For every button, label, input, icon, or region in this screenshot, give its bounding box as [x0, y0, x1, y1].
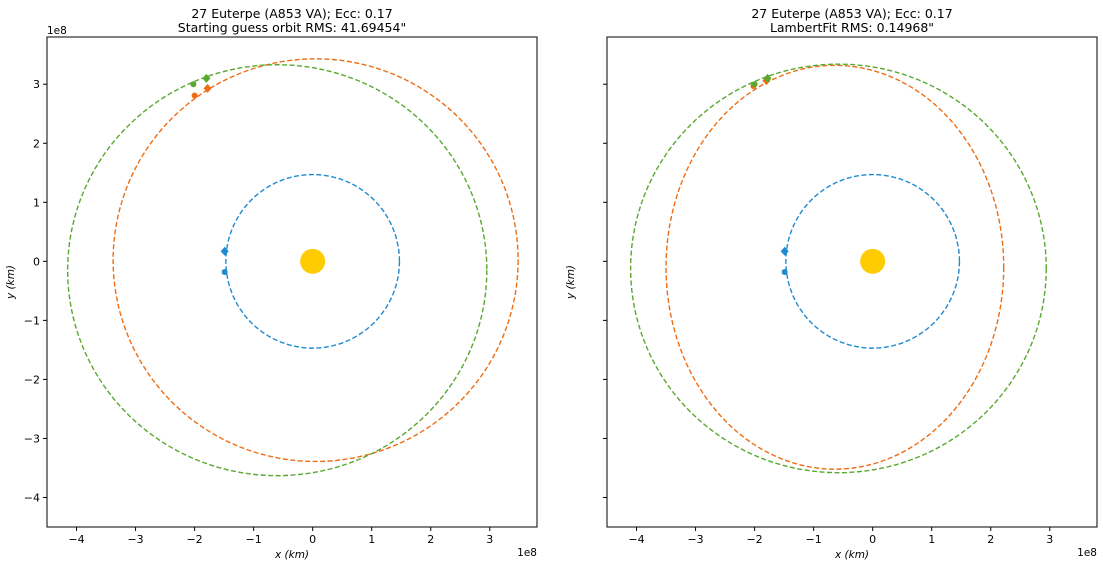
position-marker-diamond-3 [203, 83, 212, 93]
x-tick-label: −4 [68, 533, 84, 546]
x-tick-label: 0 [869, 533, 876, 546]
y-tick-label: −2 [24, 373, 40, 386]
y-tick-label: −3 [24, 432, 40, 445]
x-offset-label: 1e8 [1077, 547, 1097, 559]
x-tick-label: 3 [486, 533, 493, 546]
x-tick-label: 3 [1046, 533, 1053, 546]
position-marker-diamond-1 [220, 246, 229, 256]
chart-subtitle: LambertFit RMS: 0.14968" [770, 20, 934, 35]
orbit-path-2 [665, 64, 1005, 470]
axes-frame [46, 36, 538, 528]
chart-title: 27 Euterpe (A853 VA); Ecc: 0.17 [751, 6, 952, 21]
x-tick-label: −2 [746, 533, 762, 546]
chart-title: 27 Euterpe (A853 VA); Ecc: 0.17 [191, 6, 392, 21]
y-tick-label: 3 [33, 78, 40, 91]
chart-panel-2: 27 Euterpe (A853 VA); Ecc: 0.17LambertFi… [565, 6, 1098, 561]
x-tick-label: −4 [628, 533, 644, 546]
x-tick-label: −3 [687, 533, 703, 546]
orbit-path-1 [225, 173, 401, 349]
x-tick-label: −2 [186, 533, 202, 546]
orbit-path-3 [629, 63, 1047, 474]
x-tick-label: 1 [928, 533, 935, 546]
y-tick-label: 2 [33, 137, 40, 150]
position-marker-diamond-5 [202, 73, 211, 83]
x-axis-label: x (km) [274, 549, 309, 561]
x-tick-label: 0 [309, 533, 316, 546]
x-tick-label: 1 [368, 533, 375, 546]
position-marker-dot-2 [781, 268, 788, 275]
orbit-path-3 [66, 64, 488, 477]
y-axis-label: y (km) [565, 265, 577, 300]
chart-panel-1: 27 Euterpe (A853 VA); Ecc: 0.17Starting … [5, 6, 538, 561]
x-tick-label: −3 [127, 533, 143, 546]
sun-marker [300, 248, 326, 274]
sun-marker [860, 248, 886, 274]
position-marker-diamond-5 [763, 73, 772, 83]
position-marker-dot-6 [751, 81, 758, 88]
y-offset-label: 1e8 [47, 25, 67, 37]
y-tick-label: 0 [33, 255, 40, 268]
x-axis-label: x (km) [834, 549, 869, 561]
y-tick-label: −4 [24, 491, 40, 504]
position-marker-dot-6 [190, 81, 197, 88]
y-tick-label: −1 [24, 314, 40, 327]
x-tick-label: −1 [246, 533, 262, 546]
x-tick-label: 2 [987, 533, 994, 546]
orbit-path-1 [785, 173, 961, 349]
chart-subtitle: Starting guess orbit RMS: 41.69454" [178, 20, 406, 35]
x-offset-label: 1e8 [517, 547, 537, 559]
y-tick-label: 1 [33, 196, 40, 209]
position-marker-dot-4 [191, 92, 198, 99]
orbit-path-2 [112, 58, 519, 463]
x-tick-label: −1 [806, 533, 822, 546]
position-marker-diamond-1 [780, 246, 789, 256]
y-axis-label: y (km) [5, 265, 17, 300]
position-marker-dot-2 [221, 268, 228, 275]
x-tick-label: 2 [427, 533, 434, 546]
axes-frame [606, 36, 1098, 528]
